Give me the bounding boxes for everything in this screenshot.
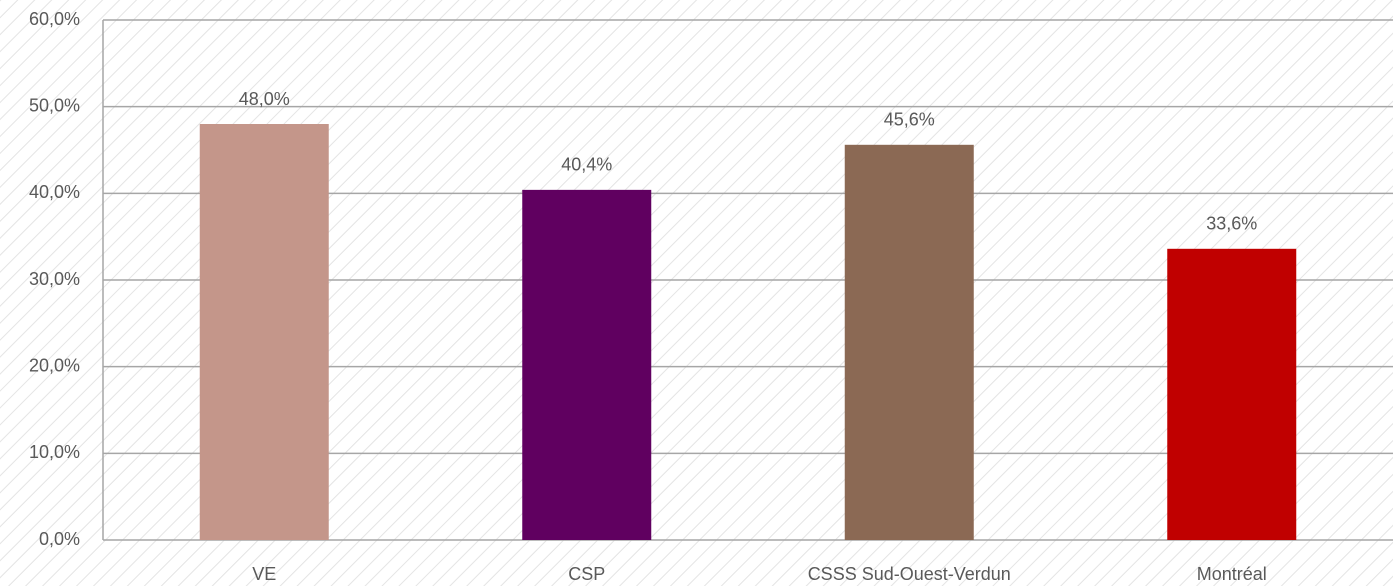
x-tick-label: CSP	[568, 564, 605, 584]
bar	[522, 189, 652, 540]
y-tick-label: 50,0%	[29, 95, 80, 115]
value-label: 45,6%	[884, 110, 935, 130]
bar	[844, 144, 974, 541]
x-tick-label: VE	[252, 564, 276, 584]
y-tick-label: 30,0%	[29, 269, 80, 289]
x-tick-label: Montréal	[1197, 564, 1267, 584]
bar	[1167, 248, 1297, 541]
value-label: 48,0%	[239, 89, 290, 109]
value-label: 33,6%	[1206, 214, 1257, 234]
y-tick-label: 40,0%	[29, 182, 80, 202]
y-tick-label: 60,0%	[29, 9, 80, 29]
bar	[199, 124, 329, 540]
value-label: 40,4%	[561, 155, 612, 175]
y-tick-label: 10,0%	[29, 442, 80, 462]
x-tick-label: CSSS Sud-Ouest-Verdun	[808, 564, 1011, 584]
y-tick-label: 0,0%	[39, 529, 80, 549]
y-tick-label: 20,0%	[29, 355, 80, 375]
